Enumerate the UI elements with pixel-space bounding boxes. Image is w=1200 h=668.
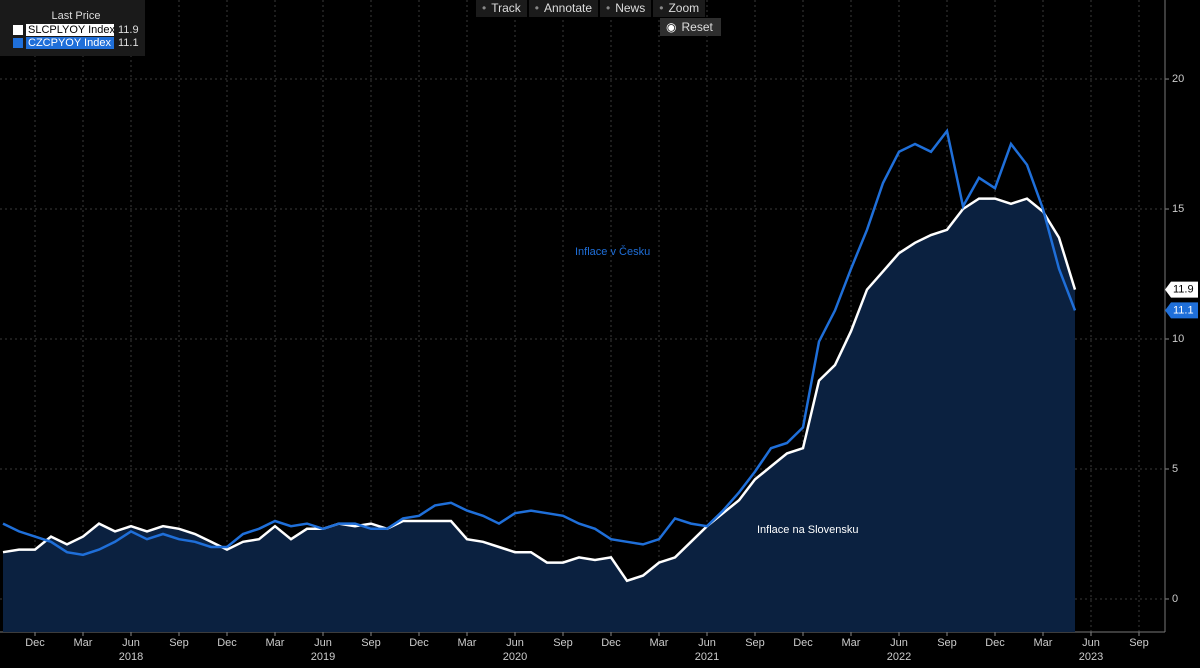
x-tick-label: Jun	[314, 637, 332, 649]
annotation: Inflace v Česku	[575, 245, 650, 258]
x-tick-label: Jun	[698, 637, 716, 649]
legend-name: SLCPLYOY Index	[28, 24, 116, 36]
x-tick-label: Mar	[458, 637, 477, 649]
zoom-button[interactable]: Zoom	[653, 0, 706, 17]
x-tick-label: Mar	[650, 637, 669, 649]
x-tick-label: Mar	[842, 637, 861, 649]
x-tick-label: Mar	[266, 637, 285, 649]
x-year-label: 2022	[887, 651, 911, 663]
x-tick-label: Mar	[1034, 637, 1053, 649]
annotate-button[interactable]: Annotate	[528, 0, 599, 17]
last-value-badge	[1165, 302, 1198, 319]
x-tick-label: Dec	[985, 637, 1005, 649]
x-tick-label: Dec	[25, 637, 45, 649]
x-tick-label: Sep	[169, 637, 189, 649]
legend-name-bg	[26, 24, 114, 36]
reset-button[interactable]: Reset	[660, 18, 721, 36]
area	[3, 198, 1075, 632]
series-line	[2, 197, 1077, 583]
x-tick-label: Jun	[1082, 637, 1100, 649]
y-tick-label: 20	[1172, 73, 1184, 85]
x-year-label: 2018	[119, 651, 143, 663]
x-year-label: 2020	[503, 651, 527, 663]
series-line	[2, 128, 1077, 557]
legend-name: CZCPYOY Index	[28, 37, 111, 49]
y-tick-label: 5	[1172, 463, 1178, 475]
x-tick-label: Sep	[745, 637, 765, 649]
x-tick-label: Dec	[793, 637, 813, 649]
x-tick-label: Jun	[122, 637, 140, 649]
annotation: Inflace na Slovensku	[757, 524, 859, 536]
x-year-label: 2019	[311, 651, 335, 663]
last-value-label: 11.1	[1173, 304, 1194, 316]
x-tick-label: Dec	[601, 637, 621, 649]
track-button[interactable]: Track	[476, 0, 527, 17]
y-tick-label: 0	[1172, 593, 1178, 605]
x-tick-label: Sep	[937, 637, 957, 649]
legend-value: 11.1	[118, 37, 139, 49]
toolbar: Track Annotate News Zoom	[476, 0, 706, 17]
x-tick-label: Sep	[361, 637, 381, 649]
last-value-badge	[1165, 281, 1198, 298]
x-tick-label: Dec	[409, 637, 429, 649]
last-value-label: 11.9	[1173, 284, 1194, 296]
x-tick-label: Dec	[217, 637, 237, 649]
x-tick-label: Mar	[74, 637, 93, 649]
y-tick-label: 10	[1172, 333, 1184, 345]
legend-name-bg	[26, 37, 114, 49]
legend-swatch	[13, 25, 23, 35]
y-tick-label: 15	[1172, 203, 1184, 215]
x-year-label: 2021	[695, 651, 719, 663]
legend-swatch	[13, 38, 23, 48]
legend-title: Last Price	[52, 10, 101, 22]
legend-value: 11.9	[118, 24, 139, 36]
x-tick-label: Jun	[890, 637, 908, 649]
x-tick-label: Sep	[553, 637, 573, 649]
x-tick-label: Sep	[1129, 637, 1149, 649]
news-button[interactable]: News	[600, 0, 652, 17]
x-year-label: 2023	[1079, 651, 1103, 663]
x-tick-label: Jun	[506, 637, 524, 649]
